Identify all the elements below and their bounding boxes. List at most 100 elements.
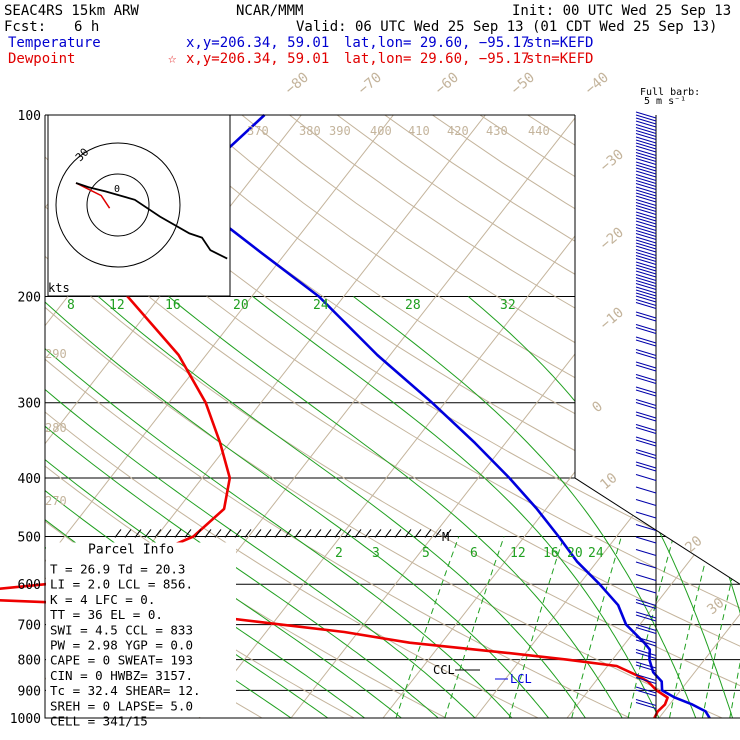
- level-hatch-mark: [284, 529, 292, 538]
- wind-barb-flag: [635, 255, 657, 262]
- wind-barb-flag: [635, 261, 657, 269]
- level-hatch-mark: [194, 529, 202, 538]
- dry-adiabat-line: [193, 115, 740, 718]
- level-hatch-mark: [334, 529, 342, 538]
- level-hatch-mark: [264, 529, 272, 538]
- mixing-ratio-lower-label: 12: [510, 546, 526, 561]
- wind-barb-flag: [635, 486, 657, 494]
- isotherm-line: [566, 115, 740, 718]
- mixing-ratio-line: [669, 536, 713, 718]
- wind-barb-flag: [635, 124, 657, 131]
- wind-barb-flag: [635, 536, 657, 544]
- wind-barb-flag: [635, 599, 657, 606]
- wind-barb-flag: [635, 258, 657, 265]
- wind-barb-flag: [635, 286, 657, 294]
- hodograph-inner-label: 0: [114, 184, 120, 195]
- mixing-ratio-line: [508, 536, 565, 718]
- dewpoint-station: stn=KEFD: [526, 51, 594, 67]
- wind-barb-flag: [635, 211, 657, 219]
- mixing-ratio-lower-label: 3: [372, 546, 380, 561]
- wind-barb-flag: [635, 561, 657, 569]
- wind-barb-flag: [635, 511, 657, 519]
- wind-barb-flag: [635, 652, 657, 659]
- isotherm-label: −40: [582, 70, 612, 99]
- wind-barb-flag: [635, 352, 657, 359]
- wind-barb-flag: [635, 227, 657, 234]
- temperature-legend: Temperature: [8, 35, 101, 51]
- wind-barb-flag: [635, 164, 657, 172]
- dry-adiabat-line: [45, 115, 631, 718]
- mixing-ratio-line: [729, 536, 740, 718]
- dewpoint-xy: x,y=206.34, 59.01: [186, 51, 330, 67]
- theta-label: 420: [447, 124, 469, 138]
- wind-barb-flag: [635, 586, 657, 594]
- dewpoint-latlon: lat,lon= 29.60, −95.17: [344, 51, 530, 67]
- wind-barb-flag: [635, 402, 657, 409]
- temperature-profile-line: [203, 114, 711, 719]
- wind-barb-flag: [635, 624, 657, 631]
- dry-adiabat-line: [146, 115, 740, 718]
- isotherm-label: −60: [432, 70, 462, 99]
- parcel-info-row: K = 4 LFC = 0.: [50, 592, 155, 607]
- level-hatch-mark: [274, 529, 282, 538]
- mixing-ratio-line: [395, 536, 460, 718]
- wind-barb-flag: [635, 336, 657, 344]
- isotherm-label: −50: [508, 70, 538, 99]
- wind-barb-flag: [635, 292, 657, 300]
- wind-barb-flag: [635, 217, 657, 225]
- isotherm-label: −20: [597, 225, 627, 254]
- theta-label: 440: [528, 124, 550, 138]
- barb-legend-line2: 5 m s⁻¹: [644, 96, 686, 107]
- model-name: SEAC4RS 15km ARW: [4, 3, 139, 19]
- level-hatch-mark: [164, 529, 172, 538]
- dry-adiabat-line: [45, 115, 723, 718]
- wind-barb-flag: [635, 120, 657, 128]
- mixing-ratio-lower-label: 5: [422, 546, 430, 561]
- parcel-info-row: Tc = 32.4 SHEAR= 12.: [50, 683, 201, 698]
- wind-barb-flag: [635, 208, 657, 215]
- wind-barb-flag: [635, 224, 657, 231]
- wind-barb-flag: [635, 549, 657, 556]
- hodograph-panel: [47, 114, 231, 297]
- wind-barb-flag: [635, 186, 657, 194]
- wind-barb-flag: [635, 236, 657, 244]
- wind-barb-flag: [635, 427, 657, 434]
- wind-barb-flag: [635, 449, 657, 456]
- pressure-label: 600: [18, 578, 41, 593]
- wind-barb-flag: [635, 649, 657, 656]
- mixing-ratio-upper-label: 12: [109, 298, 125, 313]
- level-hatch-mark: [324, 529, 332, 538]
- pressure-label: 500: [18, 530, 41, 545]
- wind-barb-flag: [635, 436, 657, 444]
- wind-barb-flag: [635, 464, 657, 472]
- wind-barb-flag: [635, 439, 657, 447]
- wind-barb-flag: [635, 389, 657, 397]
- mixing-ratio-line: [444, 536, 505, 718]
- wind-barb-flag: [635, 399, 657, 406]
- parcel-info-row: TT = 36 EL = 0.: [50, 607, 163, 622]
- wind-barb-flag: [635, 702, 657, 709]
- wind-barb-flag: [635, 114, 657, 122]
- dry-adiabat-line: [98, 115, 740, 718]
- wind-barb-flag: [635, 374, 657, 381]
- wind-barb-flag: [635, 180, 657, 187]
- mixing-ratio-line: [627, 536, 674, 718]
- level-hatch-mark: [444, 529, 452, 538]
- plot-frame-diagonal: [574, 477, 740, 585]
- wind-barb-flag: [635, 314, 657, 322]
- mixing-ratio-upper-label: 28: [405, 298, 421, 313]
- parcel-info-row: T = 26.9 Td = 20.3: [50, 561, 185, 576]
- wind-barb-flag: [635, 524, 657, 531]
- moist-adiabat-line: [45, 296, 513, 718]
- temperature-station: stn=KEFD: [526, 35, 594, 51]
- wind-barb-flag: [635, 686, 657, 694]
- wind-barb-flag: [635, 249, 657, 256]
- theta-label: 390: [329, 124, 351, 138]
- dry-adiabat-line: [384, 115, 740, 718]
- level-hatch-mark: [124, 529, 132, 538]
- pressure-label: 100: [18, 109, 41, 124]
- wind-barb-flag: [635, 117, 657, 125]
- wind-barb-flag: [635, 324, 657, 331]
